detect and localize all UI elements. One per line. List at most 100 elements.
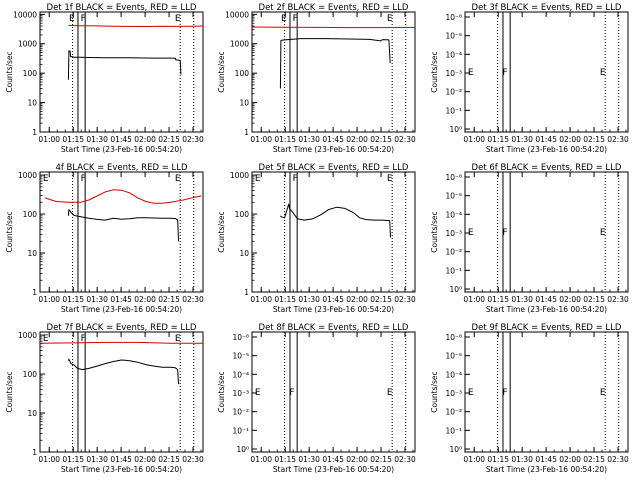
y-tick-label: 10000 [13, 10, 37, 19]
flag-label-e: E [43, 174, 49, 184]
plot-frame [39, 11, 204, 133]
x-tick-label: 01:15 [62, 135, 84, 144]
y-tick-label: 10⁻⁴ [445, 50, 462, 59]
x-tick-label: 02:30 [182, 295, 204, 304]
lld-rate-line [39, 341, 203, 344]
flag-label-f: F [502, 68, 507, 78]
y-tick-label: 10 [239, 99, 249, 108]
y-tick-label: 1000 [230, 40, 249, 49]
y-tick-label: 10⁻³ [445, 389, 462, 398]
x-tick-label: 01:45 [535, 135, 557, 144]
y-tick-label: 100 [235, 69, 250, 78]
x-tick-label: 01:45 [110, 455, 132, 464]
y-axis-label: Counts/sec [5, 211, 14, 252]
x-tick-label: 01:45 [322, 455, 344, 464]
y-tick-label: 100 [23, 69, 38, 78]
y-tick-label: 10⁻⁴ [445, 210, 462, 219]
flag-label-f: F [293, 14, 298, 24]
x-tick-label: 01:45 [535, 455, 557, 464]
y-tick-label: 10⁻⁵ [445, 352, 462, 361]
x-tick-label: 01:00 [463, 135, 485, 144]
x-tick-label: 01:00 [250, 135, 272, 144]
panel-title: Det 8f BLACK = Events, RED = LLD [259, 323, 409, 333]
x-tick-label: 02:30 [182, 135, 204, 144]
flag-label-e: E [468, 228, 474, 238]
y-tick-label: 1 [32, 128, 37, 137]
flag-label-f: F [81, 174, 86, 184]
flag-label-e: E [387, 388, 393, 398]
y-tick-label: 10⁻⁵ [445, 192, 462, 201]
panel-title: Det 6f BLACK = Events, RED = LLD [472, 163, 622, 173]
x-axis-label: Start Time (23-Feb-16 00:54:20) [61, 145, 182, 154]
x-tick-label: 02:30 [182, 455, 204, 464]
lld-rate-line [44, 189, 202, 204]
flag-label-e: E [175, 334, 181, 344]
y-axis-label: Counts/sec [217, 51, 226, 92]
x-tick-label: 01:30 [86, 135, 108, 144]
x-tick-label: 01:45 [110, 295, 132, 304]
panel-title: Det 9f BLACK = Events, RED = LLD [472, 323, 622, 333]
events-rate-line [67, 358, 179, 385]
flag-label-e: E [468, 68, 474, 78]
y-tick-label: 100 [23, 210, 38, 219]
x-tick-label: 02:15 [583, 135, 605, 144]
y-axis-label: Counts/sec [430, 371, 439, 412]
x-tick-label: 02:00 [559, 455, 581, 464]
y-tick-label: 10⁻² [232, 408, 249, 417]
x-tick-label: 01:30 [511, 455, 533, 464]
x-tick-label: 01:00 [250, 295, 272, 304]
y-tick-label: 100 [23, 370, 38, 379]
panel-title: Det 2f BLACK = Events, RED = LLD [259, 3, 409, 13]
x-axis-label: Start Time (23-Feb-16 00:54:20) [273, 465, 394, 474]
y-tick-label: 10 [27, 249, 37, 258]
flag-label-f: F [81, 14, 86, 24]
y-tick-label: 10⁻⁶ [445, 13, 462, 22]
y-tick-label: 1 [32, 288, 37, 297]
y-axis-label: Counts/sec [217, 211, 226, 252]
x-tick-label: 01:30 [298, 455, 320, 464]
y-tick-label: 10 [27, 409, 37, 418]
y-tick-label: 10⁻¹ [445, 426, 462, 435]
x-tick-label: 01:30 [298, 135, 320, 144]
flag-label-f: F [502, 388, 507, 398]
panel-title: Det 1f BLACK = Events, RED = LLD [47, 3, 197, 13]
x-tick-label: 01:45 [535, 295, 557, 304]
y-tick-label: 10⁻⁶ [445, 333, 462, 342]
panel-title: 4f BLACK = Events, RED = LLD [55, 163, 188, 173]
y-tick-label: 1000 [18, 40, 37, 49]
y-tick-label: 10⁻⁵ [445, 32, 462, 41]
y-tick-label: 10⁻³ [445, 69, 462, 78]
y-tick-label: 10⁰ [449, 285, 462, 294]
y-tick-label: 10⁻¹ [445, 106, 462, 115]
x-axis-label: Start Time (23-Feb-16 00:54:20) [486, 305, 607, 314]
y-tick-label: 10⁻⁶ [232, 333, 249, 342]
flag-label-f: F [289, 388, 294, 398]
y-tick-label: 1000 [18, 171, 37, 180]
x-tick-label: 02:15 [158, 295, 180, 304]
y-tick-label: 10⁰ [449, 445, 462, 454]
x-tick-label: 02:15 [370, 295, 392, 304]
x-tick-label: 02:30 [607, 455, 629, 464]
y-tick-label: 10⁻¹ [232, 426, 249, 435]
panel-title: Det 7f BLACK = Events, RED = LLD [47, 323, 197, 333]
flag-label-e: E [43, 334, 49, 344]
x-tick-label: 02:30 [394, 295, 416, 304]
y-tick-label: 10⁻⁴ [445, 370, 462, 379]
flag-label-e: E [255, 388, 261, 398]
y-tick-label: 10⁻⁶ [445, 173, 462, 182]
x-tick-label: 01:00 [250, 455, 272, 464]
x-axis-label: Start Time (23-Feb-16 00:54:20) [486, 465, 607, 474]
x-tick-label: 01:15 [487, 455, 509, 464]
y-tick-label: 10⁻² [445, 88, 462, 97]
x-tick-label: 01:45 [322, 135, 344, 144]
lld-rate-line [251, 26, 416, 29]
events-rate-line [67, 209, 179, 242]
x-axis-label: Start Time (23-Feb-16 00:54:20) [61, 305, 182, 314]
x-tick-label: 01:15 [62, 295, 84, 304]
y-tick-label: 10⁻³ [232, 389, 249, 398]
y-tick-label: 10000 [225, 10, 249, 19]
x-tick-label: 01:00 [463, 455, 485, 464]
